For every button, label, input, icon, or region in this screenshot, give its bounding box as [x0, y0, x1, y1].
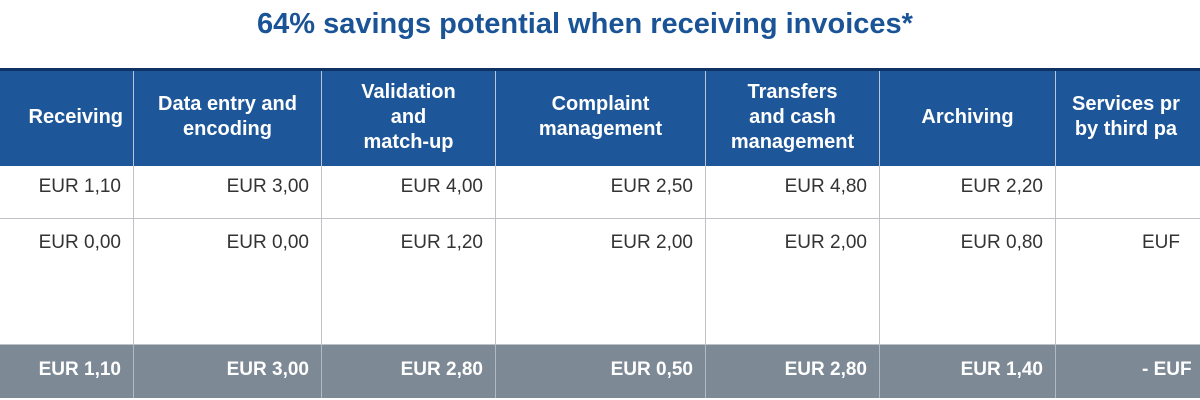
total-cell: EUR 2,80 — [322, 345, 496, 398]
table-cell: EUR 0,00 — [0, 219, 134, 345]
table-cell: EUF — [1056, 219, 1200, 345]
table-cell: EUR 4,00 — [322, 163, 496, 219]
col-header-transfers: Transfers and cash management — [706, 71, 880, 163]
table-row: EUR 1,10 EUR 3,00 EUR 4,00 EUR 2,50 EUR … — [0, 163, 1200, 219]
total-cell: EUR 1,10 — [0, 345, 134, 398]
table-cell: EUR 1,20 — [322, 219, 496, 345]
table-row: EUR 0,00 EUR 0,00 EUR 1,20 EUR 2,00 EUR … — [0, 219, 1200, 345]
col-header-validation: Validation and match-up — [322, 71, 496, 163]
table-total-row: EUR 1,10 EUR 3,00 EUR 2,80 EUR 0,50 EUR … — [0, 345, 1200, 398]
savings-table: Receiving Data entry and encoding Validat… — [0, 68, 1200, 398]
table-cell: EUR 3,00 — [134, 163, 322, 219]
table-cell: EUR 2,20 — [880, 163, 1056, 219]
table-cell: EUR 2,50 — [496, 163, 706, 219]
col-header-receiving: Receiving — [0, 71, 134, 163]
total-cell: - EUF — [1056, 345, 1200, 398]
table-cell: EUR 1,10 — [0, 163, 134, 219]
total-cell: EUR 3,00 — [134, 345, 322, 398]
col-header-third-party: Services pr by third pa — [1056, 71, 1200, 163]
table-cell: EUR 0,00 — [134, 219, 322, 345]
page-title: 64% savings potential when receiving inv… — [257, 8, 913, 40]
table-cell — [1056, 163, 1200, 219]
total-cell: EUR 2,80 — [706, 345, 880, 398]
table-cell: EUR 4,80 — [706, 163, 880, 219]
total-cell: EUR 0,50 — [496, 345, 706, 398]
table-cell: EUR 2,00 — [706, 219, 880, 345]
table-header-row: Receiving Data entry and encoding Validat… — [0, 68, 1200, 166]
table-cell: EUR 2,00 — [496, 219, 706, 345]
table-cell: EUR 0,80 — [880, 219, 1056, 345]
col-header-complaint: Complaint management — [496, 71, 706, 163]
col-header-archiving: Archiving — [880, 71, 1056, 163]
total-cell: EUR 1,40 — [880, 345, 1056, 398]
col-header-data-entry: Data entry and encoding — [134, 71, 322, 163]
